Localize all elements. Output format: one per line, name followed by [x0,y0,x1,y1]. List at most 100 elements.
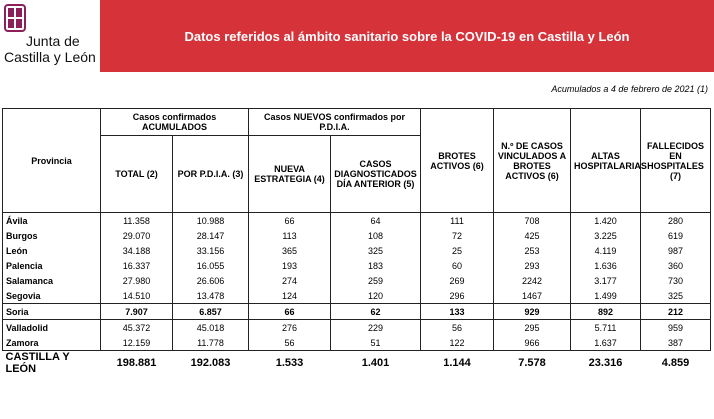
table-cell: CASTILLA Y LEÓN [5,351,70,375]
table-cell: 34.188 [100,243,173,258]
table-cell: 16.337 [100,258,173,273]
table-cell: 11.778 [172,335,249,351]
logo: Junta de Castilla y León [4,4,96,74]
table-cell: 360 [640,258,711,273]
table-cell: Ávila [2,212,101,228]
table-cell: 296 [420,288,494,304]
table-cell: Segovia [2,288,101,304]
table-cell: 229 [330,319,421,335]
table-cell: 198.881 [116,357,157,369]
column-header: ALTAS HOSPITALARIAS [570,108,647,213]
table-cell: 108 [330,228,421,243]
table-cell: 1.636 [570,258,641,273]
table-cell: 7.907 [100,303,173,320]
table-cell: 959 [640,319,711,335]
table-cell: 25 [420,243,494,258]
table-cell: 259 [330,273,421,288]
table-cell: 27.980 [100,273,173,288]
table-cell: 66 [248,212,331,228]
table-cell: 193 [248,258,331,273]
table-cell: 269 [420,273,494,288]
table-cell: 64 [330,212,421,228]
table-cell: 29.070 [100,228,173,243]
table-cell: 293 [493,258,571,273]
table-cell: 120 [330,288,421,304]
data-table: Provincia Casos confirmados ACUMULADOS C… [2,108,711,375]
table-cell: 183 [330,258,421,273]
column-header: FALLECIDOS EN HOSPITALES (7) [640,108,711,213]
column-header: CASOS DIAGNOSTICADOS DÍA ANTERIOR (5) [330,135,421,213]
table-cell: 3.177 [570,273,641,288]
table-cell: 122 [420,335,494,351]
table-cell: 111 [420,212,494,228]
table-cell: 133 [420,303,494,320]
table-cell: 33.156 [172,243,249,258]
table-cell: 45.372 [100,319,173,335]
column-header: Provincia [2,108,101,213]
table-row: Segovia 14.510 13.478 124 120 296 1467 1.499 325 [2,288,711,304]
table-cell: 708 [493,212,571,228]
table-cell: 4.119 [570,243,641,258]
table-cell: 280 [640,212,711,228]
table-cell: 212 [640,303,711,320]
table-cell: 7.578 [518,357,546,369]
table-cell: Valladolid [2,319,101,335]
table-cell: 124 [248,288,331,304]
table-cell: León [2,243,101,258]
table-cell: 1.420 [570,212,641,228]
table-row: Palencia 16.337 16.055 193 183 60 293 1.636 360 [2,258,711,273]
table-cell: 28.147 [172,228,249,243]
table-cell: 276 [248,319,331,335]
table-cell: Zamora [2,335,101,351]
table-cell: 619 [640,228,711,243]
table-footer: CASTILLA Y LEÓN 198.881 192.083 1.533 1.401 1… [3,351,711,375]
column-header: POR P.D.I.A. (3) [172,135,249,213]
table-cell: 1.533 [275,357,304,369]
table-row: Ávila 11.358 10.988 66 64 111 708 1.420 280 [2,212,711,228]
table-cell: 966 [493,335,571,351]
table-cell: 72 [420,228,494,243]
table-cell: 274 [248,273,331,288]
table-cell: 1.144 [443,357,471,369]
table-row: CASTILLA Y LEÓN 198.881 192.083 1.533 1.401 1… [3,351,711,375]
table-row: León 34.188 33.156 365 325 25 253 4.119 987 [2,243,711,258]
column-header: NUEVA ESTRATEGIA (4) [248,135,331,213]
header-banner: Datos referidos al ámbito sanitario sobr… [100,0,714,72]
table-cell: 10.988 [172,212,249,228]
table-cell: 929 [493,303,571,320]
table-cell: Palencia [2,258,101,273]
table-row: Soria 7.907 6.857 66 62 133 929 892 212 [2,303,711,320]
table-row: Valladolid 45.372 45.018 276 229 56 295 5.711 95… [2,319,711,335]
table-cell: Burgos [2,228,101,243]
table-cell: 325 [640,288,711,304]
group-header: Casos NUEVOS confirmados por P.D.I.A. [248,108,421,136]
table-cell: 730 [640,273,711,288]
logo-text: Junta de [26,33,80,49]
table-cell: 23.316 [588,357,623,369]
table-cell: 56 [248,335,331,351]
table-cell: 987 [640,243,711,258]
table-cell: 2242 [493,273,571,288]
table-cell: Soria [2,303,101,320]
column-header: BROTES ACTIVOS (6) [420,108,494,213]
logo-text: Castilla y León [4,49,96,65]
table-cell: 56 [420,319,494,335]
table-body: Ávila 11.358 10.988 66 64 111 708 1.420 280 Burgo… [2,212,711,351]
table-cell: 60 [420,258,494,273]
table-cell: 253 [493,243,571,258]
table-cell: 13.478 [172,288,249,304]
table-cell: 62 [330,303,421,320]
table-cell: 365 [248,243,331,258]
table-cell: 45.018 [172,319,249,335]
table-cell: 1.637 [570,335,641,351]
table-cell: 1.499 [570,288,641,304]
table-cell: 1467 [493,288,571,304]
table-cell: 192.083 [190,357,231,369]
table-cell: 12.159 [100,335,173,351]
table-cell: 26.606 [172,273,249,288]
table-cell: 51 [330,335,421,351]
table-cell: 1.401 [361,357,390,369]
table-cell: 5.711 [570,319,641,335]
table-cell: 387 [640,335,711,351]
